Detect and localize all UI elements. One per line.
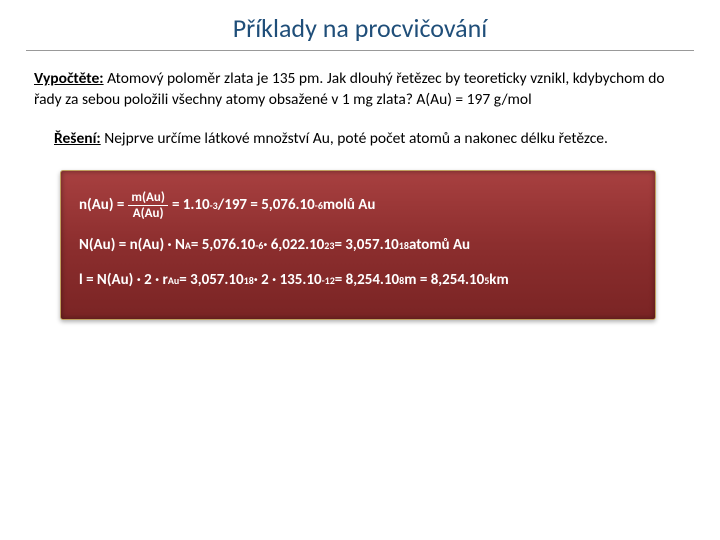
r1-exp1: -3	[210, 199, 218, 213]
r1-frac-num: m(Au)	[128, 191, 168, 207]
r3-sub1: Au	[168, 274, 179, 288]
r2-mid1: = 5,076.10	[191, 235, 255, 256]
problem-statement: Vypočtěte: Atomový poloměr zlata je 135 …	[0, 69, 720, 129]
r1-lhs: n(Au) =	[79, 195, 124, 216]
r2-exp1: -6	[255, 239, 263, 253]
formula-box: n(Au) = m(Au) A(Au) = 1.10-3/197 = 5,076…	[60, 170, 656, 320]
r2-mid3: = 3,057.10	[334, 235, 398, 256]
formula-row-3: l = N(Au) · 2 · rAu = 3,057.1018 · 2 · 1…	[79, 270, 637, 291]
title-underline	[26, 50, 694, 51]
r1-frac-den: A(Au)	[130, 206, 167, 221]
r1-exp2: -6	[315, 199, 323, 213]
solution-lead: Řešení:	[54, 129, 101, 148]
formula-row-1: n(Au) = m(Au) A(Au) = 1.10-3/197 = 5,076…	[79, 191, 637, 221]
r2-exp2: 23	[324, 239, 334, 253]
r2-tail: atomů Au	[409, 235, 470, 256]
problem-lead: Vypočtěte:	[34, 69, 104, 88]
solution-text: Nejprve určíme látkové množství Au, poté…	[101, 129, 608, 148]
r2-exp3: 18	[399, 239, 409, 253]
r2-pre: N(Au) = n(Au) · N	[79, 235, 185, 256]
r3-tail: km	[489, 270, 508, 291]
r3-mid2: · 2 · 135.10	[254, 270, 322, 291]
r3-mid3: = 8,254.10	[335, 270, 399, 291]
r3-mid4: m = 8,254.10	[404, 270, 484, 291]
r1-tail: molů Au	[323, 195, 376, 216]
page-title: Příklady na procvičování	[0, 0, 720, 50]
r2-mid2: · 6,022.10	[263, 235, 324, 256]
r3-exp2: -12	[322, 274, 335, 288]
r3-exp1: 18	[244, 274, 254, 288]
problem-text: Atomový poloměr zlata je 135 pm. Jak dlo…	[34, 69, 665, 109]
r1-mid: = 1.10	[172, 195, 210, 216]
formula-row-2: N(Au) = n(Au) · NA= 5,076.10-6 · 6,022.1…	[79, 235, 637, 256]
solution-statement: Řešení: Nejprve určíme látkové množství …	[0, 129, 720, 170]
r1-after-exp1: /197 = 5,076.10	[218, 195, 315, 216]
r1-fraction: m(Au) A(Au)	[128, 191, 168, 221]
r3-pre: l = N(Au) · 2 · r	[79, 270, 168, 291]
r3-mid1: = 3,057.10	[179, 270, 243, 291]
